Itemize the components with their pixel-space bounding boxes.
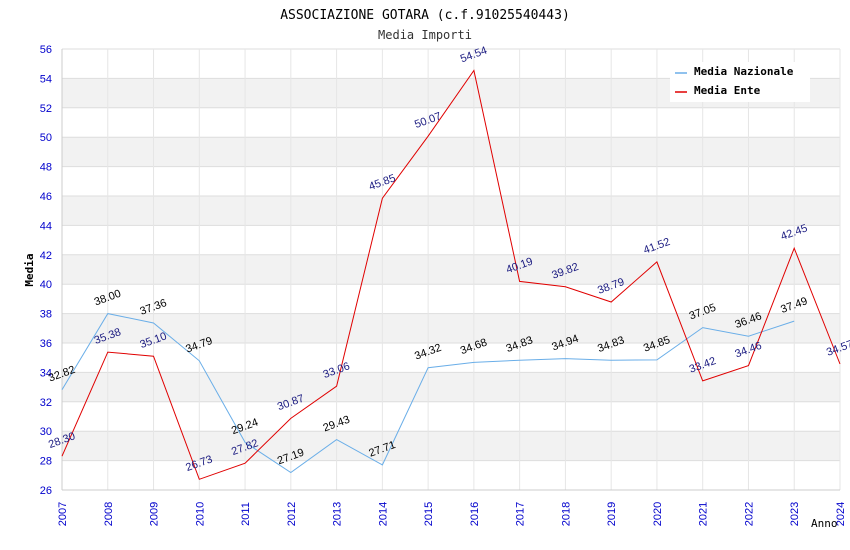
x-tick-label: 2016 xyxy=(469,502,481,526)
grid-band xyxy=(62,372,840,402)
x-tick-label: 2010 xyxy=(194,502,206,526)
x-tick-label: 2007 xyxy=(57,502,69,526)
x-tick-label: 2023 xyxy=(789,502,801,526)
gridlines xyxy=(61,48,841,491)
x-tick-label: 2021 xyxy=(698,502,710,526)
x-tick-label: 2022 xyxy=(743,502,755,526)
legend-label-media-nazionale: Media Nazionale xyxy=(694,65,794,78)
y-tick-label: 54 xyxy=(40,73,52,85)
grid-band xyxy=(62,254,840,285)
x-tick-label: 2012 xyxy=(286,502,298,526)
x-tick-label: 2018 xyxy=(560,502,572,526)
y-tick-label: 48 xyxy=(40,162,52,174)
y-tick-label: 52 xyxy=(40,103,52,115)
x-tick-label: 2020 xyxy=(652,502,664,526)
y-tick-labels: 26 28 30 32 34 36 38 40 42 44 46 48 50 52 54 56 xyxy=(40,44,52,497)
x-tick-labels: 2007 2008 2009 2010 2011 2012 2013 2014 2015 2016… xyxy=(57,502,847,526)
grid-band xyxy=(62,313,840,343)
x-tick-label: 2024 xyxy=(835,502,847,526)
y-tick-label: 26 xyxy=(40,485,52,497)
x-axis-label: Anno xyxy=(811,517,838,530)
x-tick-label: 2009 xyxy=(149,502,161,526)
x-tick-label: 2014 xyxy=(377,502,389,526)
y-tick-label: 28 xyxy=(40,456,52,468)
legend-box xyxy=(670,62,810,102)
y-tick-label: 30 xyxy=(40,426,52,438)
axes xyxy=(61,49,840,491)
series-line-media-ente xyxy=(61,69,841,480)
y-tick-label: 50 xyxy=(40,132,52,144)
grid-band xyxy=(62,196,840,226)
grid-band xyxy=(62,431,840,461)
y-tick-label: 38 xyxy=(40,309,52,321)
series-lines xyxy=(61,69,841,480)
grid-bands xyxy=(62,78,840,461)
y-tick-label: 32 xyxy=(40,397,52,409)
y-axis-label: Media xyxy=(23,253,36,286)
x-tick-label: 2011 xyxy=(240,502,252,526)
series-line-media-nazionale xyxy=(61,313,795,474)
y-tick-label: 40 xyxy=(40,279,52,291)
x-tick-label: 2019 xyxy=(606,502,618,526)
chart-title: ASSOCIAZIONE GOTARA (c.f.91025540443) xyxy=(280,8,570,23)
x-tick-label: 2013 xyxy=(332,502,344,526)
y-tick-label: 36 xyxy=(40,338,52,350)
y-tick-label: 44 xyxy=(40,220,52,232)
x-tick-label: 2017 xyxy=(515,502,527,526)
y-tick-label: 46 xyxy=(40,191,52,203)
x-tick-label: 2008 xyxy=(103,502,115,526)
legend-label-media-ente: Media Ente xyxy=(694,84,761,97)
y-tick-label: 42 xyxy=(40,250,52,262)
y-tick-label: 56 xyxy=(40,44,52,56)
chart-subtitle: Media Importi xyxy=(378,28,472,42)
grid-band xyxy=(62,137,840,167)
legend: Media Nazionale Media Ente xyxy=(670,62,810,102)
y-tick-label: 34 xyxy=(40,367,52,379)
x-tick-label: 2015 xyxy=(423,502,435,526)
